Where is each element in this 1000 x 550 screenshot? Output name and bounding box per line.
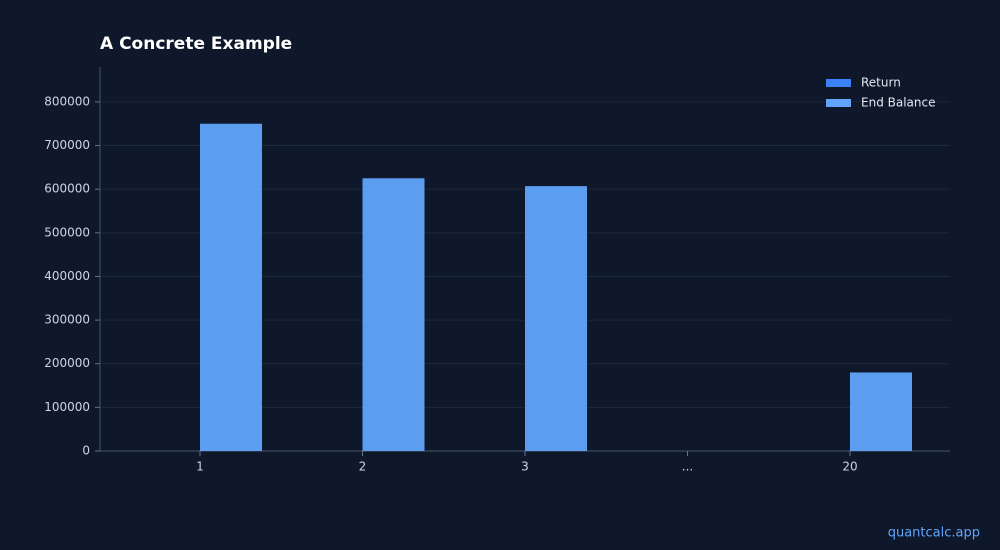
legend-label: Return: [861, 76, 901, 90]
y-tick-label: 400000: [44, 269, 90, 283]
footer-link: quantcalc.app: [888, 526, 980, 541]
chart-title: A Concrete Example: [100, 34, 292, 54]
bar: [200, 123, 262, 452]
bar: [525, 186, 587, 452]
bar: [362, 178, 425, 452]
x-tick-label: 2: [359, 460, 367, 474]
y-tick-label: 700000: [44, 138, 90, 152]
x-tick-label: 20: [842, 460, 857, 474]
y-tick-label: 500000: [44, 225, 90, 239]
y-tick-label: 600000: [44, 182, 90, 196]
y-tick-label: 100000: [44, 400, 90, 414]
y-tick-label: 800000: [44, 94, 90, 108]
y-tick-label: 0: [82, 444, 90, 458]
y-tick-label: 300000: [44, 313, 90, 327]
x-tick-label: 1: [196, 460, 204, 474]
x-tick-label: ...: [682, 460, 693, 474]
y-tick-label: 200000: [44, 356, 90, 370]
bar: [850, 372, 912, 451]
x-tick-label: 3: [521, 460, 529, 474]
legend-label: End Balance: [861, 96, 935, 110]
legend-swatch: [826, 79, 851, 87]
legend-swatch: [826, 99, 851, 107]
